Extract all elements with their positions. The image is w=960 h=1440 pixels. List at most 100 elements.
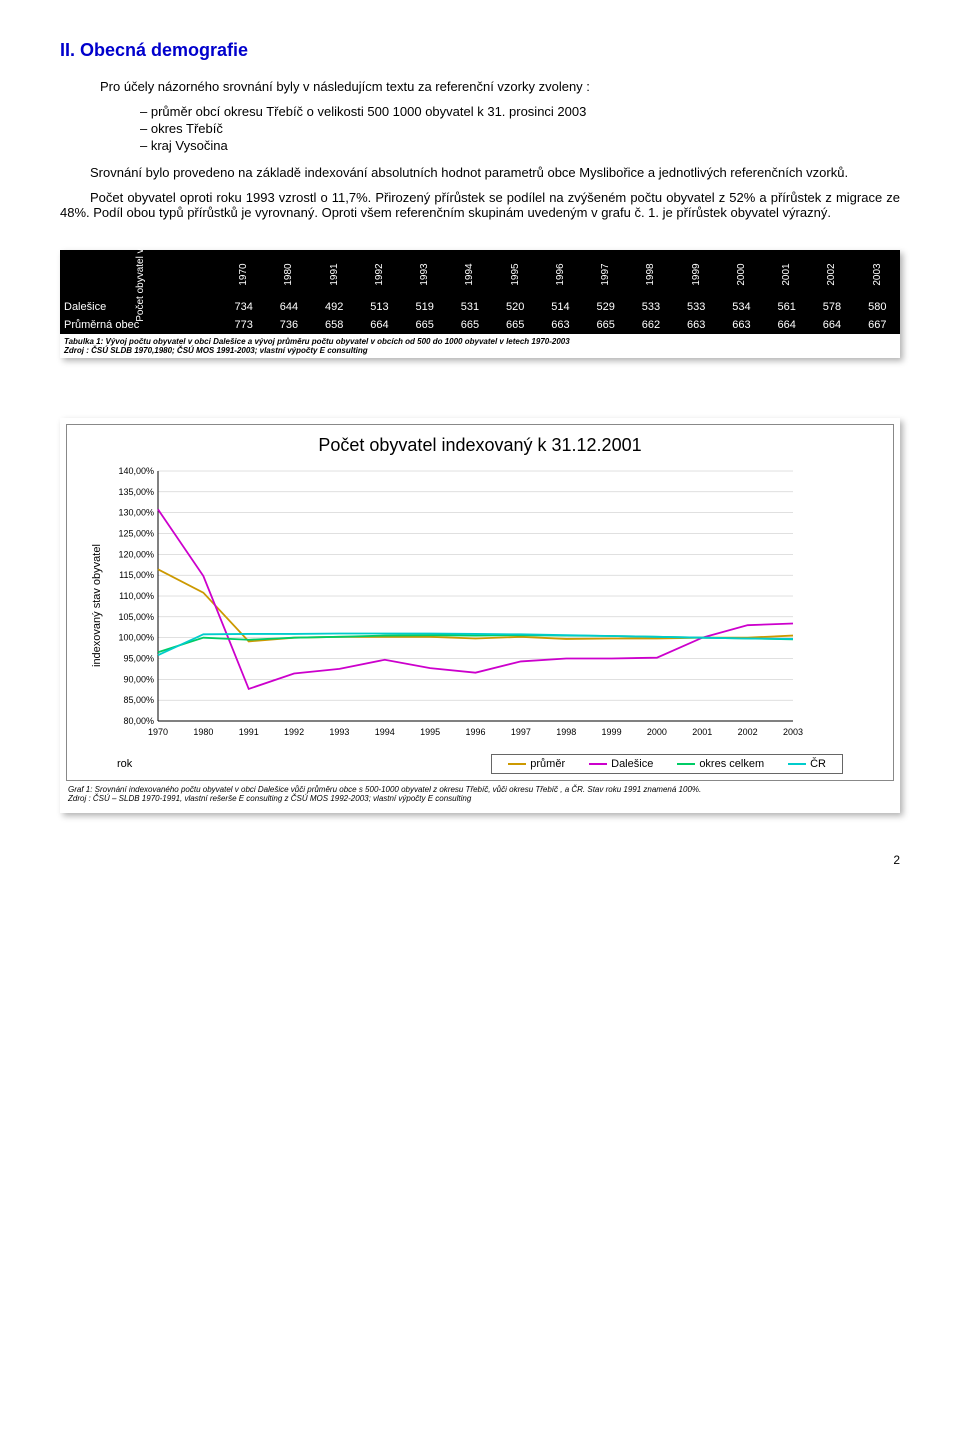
legend-label: ČR (810, 758, 826, 770)
table-year-header: 2002 (809, 250, 854, 298)
table-year-header: 2003 (855, 250, 900, 298)
legend-label: Dalešice (611, 758, 653, 770)
table-cell: 658 (312, 316, 357, 334)
table-year-header: 1970 (221, 250, 266, 298)
svg-text:80,00%: 80,00% (123, 716, 154, 726)
svg-text:1992: 1992 (284, 727, 304, 737)
svg-text:1995: 1995 (420, 727, 440, 737)
table-year-header: 1994 (447, 250, 492, 298)
table-year-header: 1998 (628, 250, 673, 298)
svg-text:1999: 1999 (602, 727, 622, 737)
legend-label: okres celkem (699, 758, 764, 770)
intro-text: Pro účely názorného srovnání byly v násl… (100, 79, 900, 94)
table-cell: 663 (719, 316, 764, 334)
chart-caption-line: Zdroj : ČSÚ – SLDB 1970-1991, vlastní re… (68, 794, 892, 803)
table-year-header: 1996 (538, 250, 583, 298)
chart-caption: Graf 1: Srovnání indexovaného počtu obyv… (66, 781, 894, 807)
chart-title: Počet obyvatel indexovaný k 31.12.2001 (87, 435, 873, 456)
chart-inner: Počet obyvatel indexovaný k 31.12.2001 i… (66, 424, 894, 781)
table-year-header: 2001 (764, 250, 809, 298)
table-caption: Tabulka 1: Vývoj počtu obyvatel v obci D… (60, 334, 900, 358)
svg-text:2002: 2002 (738, 727, 758, 737)
legend-item: průměr (508, 758, 565, 770)
table-cell: 534 (719, 298, 764, 316)
svg-text:1998: 1998 (556, 727, 576, 737)
chart-x-axis-label: rok (117, 758, 132, 770)
svg-text:100,00%: 100,00% (118, 633, 154, 643)
legend-swatch (677, 763, 695, 765)
table-cell: 492 (312, 298, 357, 316)
population-table: Počet obyvatel v obci 197019801991199219… (60, 250, 900, 334)
table-cell: 531 (447, 298, 492, 316)
chart-caption-line: Graf 1: Srovnání indexovaného počtu obyv… (68, 785, 892, 794)
table-year-header: 1995 (493, 250, 538, 298)
table-cell: 533 (628, 298, 673, 316)
svg-text:1970: 1970 (148, 727, 168, 737)
bullet-list: průměr obcí okresu Třebíč o velikosti 50… (140, 104, 900, 153)
svg-text:2000: 2000 (647, 727, 667, 737)
svg-text:1991: 1991 (239, 727, 259, 737)
population-table-block: Počet obyvatel v obci 197019801991199219… (60, 250, 900, 358)
legend-label: průměr (530, 758, 565, 770)
table-cell: 736 (266, 316, 311, 334)
svg-text:1996: 1996 (465, 727, 485, 737)
chart-svg: 80,00%85,00%90,00%95,00%100,00%105,00%11… (103, 466, 873, 746)
table-cell: 664 (809, 316, 854, 334)
legend-swatch (589, 763, 607, 765)
table-cell: 667 (855, 316, 900, 334)
svg-text:125,00%: 125,00% (118, 529, 154, 539)
svg-text:110,00%: 110,00% (119, 591, 154, 601)
table-cell: 580 (855, 298, 900, 316)
paragraph-1: Srovnání bylo provedeno na základě index… (60, 165, 900, 180)
table-row: Dalešice73464449251351953152051452953353… (60, 298, 900, 316)
page-number: 2 (60, 853, 900, 867)
svg-text:90,00%: 90,00% (123, 674, 154, 684)
table-cell: 665 (447, 316, 492, 334)
legend-item: okres celkem (677, 758, 764, 770)
legend-swatch (788, 763, 806, 765)
table-cell: 773 (221, 316, 266, 334)
table-cell: 514 (538, 298, 583, 316)
table-year-header: 2000 (719, 250, 764, 298)
table-cell: 519 (402, 298, 447, 316)
legend-swatch (508, 763, 526, 765)
table-year-header: 1997 (583, 250, 628, 298)
table-caption-line: Tabulka 1: Vývoj počtu obyvatel v obci D… (64, 337, 896, 346)
table-cell: 734 (221, 298, 266, 316)
bullet-item: okres Třebíč (140, 121, 900, 136)
chart-legend: průměr Dalešice okres celkem ČR (491, 754, 843, 774)
table-cell: 664 (357, 316, 402, 334)
population-chart-block: Počet obyvatel indexovaný k 31.12.2001 i… (60, 418, 900, 813)
bullet-item: průměr obcí okresu Třebíč o velikosti 50… (140, 104, 900, 119)
table-row-header: Počet obyvatel v obci (60, 250, 221, 298)
table-cell: 513 (357, 298, 402, 316)
table-cell: 529 (583, 298, 628, 316)
table-year-header: 1999 (674, 250, 719, 298)
table-year-header: 1980 (266, 250, 311, 298)
table-cell: 665 (402, 316, 447, 334)
svg-text:130,00%: 130,00% (118, 508, 154, 518)
table-cell: 665 (493, 316, 538, 334)
table-cell: 520 (493, 298, 538, 316)
svg-text:1980: 1980 (193, 727, 213, 737)
table-cell: 662 (628, 316, 673, 334)
legend-item: ČR (788, 758, 826, 770)
svg-text:140,00%: 140,00% (118, 466, 154, 476)
table-cell: 578 (809, 298, 854, 316)
table-cell: 644 (266, 298, 311, 316)
table-cell: 665 (583, 316, 628, 334)
svg-text:135,00%: 135,00% (118, 487, 154, 497)
svg-text:95,00%: 95,00% (123, 654, 154, 664)
chart-legend-row: rok průměr Dalešice okres celkem ČR (87, 754, 873, 774)
section-title: II. Obecná demografie (60, 40, 900, 61)
table-year-header: 1993 (402, 250, 447, 298)
bullet-item: kraj Vysočina (140, 138, 900, 153)
svg-text:1993: 1993 (329, 727, 349, 737)
table-year-header: 1991 (312, 250, 357, 298)
chart-y-axis-label: indexovaný stav obyvatel (87, 466, 103, 746)
table-cell: 664 (764, 316, 809, 334)
svg-text:120,00%: 120,00% (118, 549, 154, 559)
svg-text:2003: 2003 (783, 727, 803, 737)
paragraph-2: Počet obyvatel oproti roku 1993 vzrostl … (60, 190, 900, 220)
table-caption-line: Zdroj : ČSÚ SLDB 1970,1980; ČSÚ MOS 1991… (64, 346, 896, 355)
